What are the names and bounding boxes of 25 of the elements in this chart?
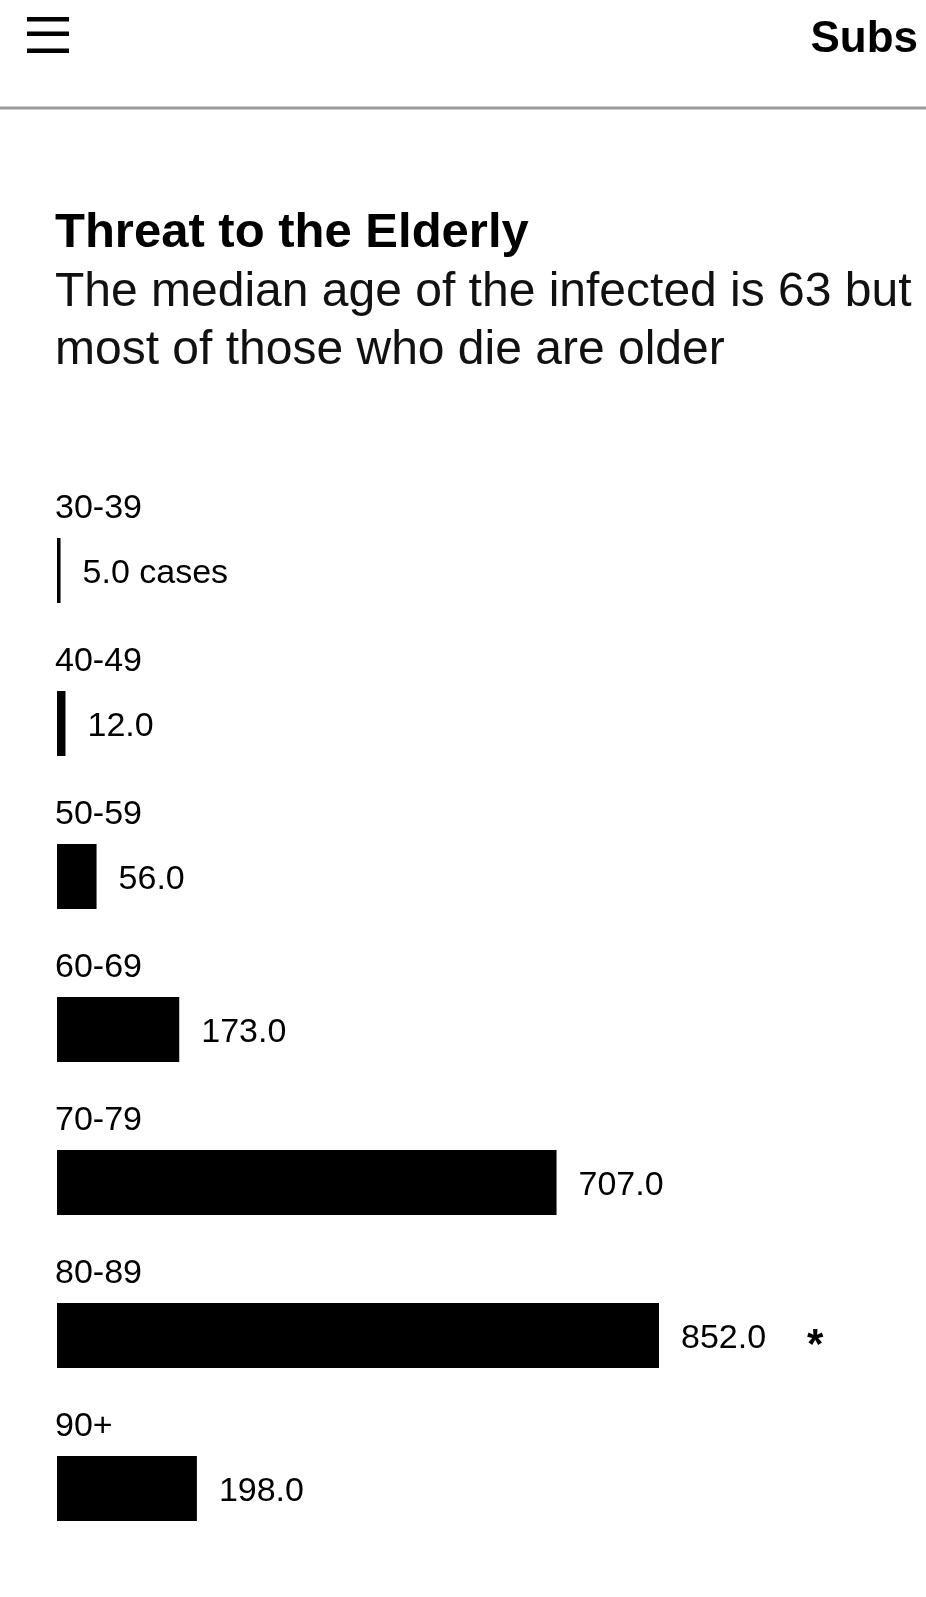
- bar: [57, 1456, 197, 1521]
- bar: [57, 1303, 659, 1368]
- data-label: 173.0: [201, 1010, 287, 1049]
- y-tick-label: 70-79: [55, 1099, 142, 1137]
- data-label: 5.0 cases: [82, 551, 229, 590]
- text: *: [807, 1319, 824, 1367]
- data-label: 56.0: [118, 857, 185, 896]
- y-tick-label: 40-49: [55, 640, 142, 678]
- text: Subs: [810, 12, 918, 61]
- y-tick-label: 60-69: [55, 946, 142, 984]
- data-label: 12.0: [87, 704, 154, 743]
- bar: [57, 844, 97, 909]
- y-tick-label: 90+: [55, 1405, 113, 1443]
- bar: [57, 1150, 557, 1215]
- data-label: 707.0: [578, 1163, 664, 1202]
- chart-subtitle: The median age of the infected is 63 but most of those who die are older: [55, 263, 912, 374]
- data-label: 852.0: [681, 1316, 767, 1355]
- data-label: 198.0: [218, 1469, 304, 1508]
- bar: [57, 997, 180, 1062]
- bar: [57, 538, 61, 603]
- y-tick-label: 80-89: [55, 1252, 142, 1290]
- bar: [57, 691, 66, 756]
- y-tick-label: 50-59: [55, 793, 142, 831]
- y-tick-label: 30-39: [55, 487, 142, 525]
- chart-title: Threat to the Elderly: [55, 203, 529, 257]
